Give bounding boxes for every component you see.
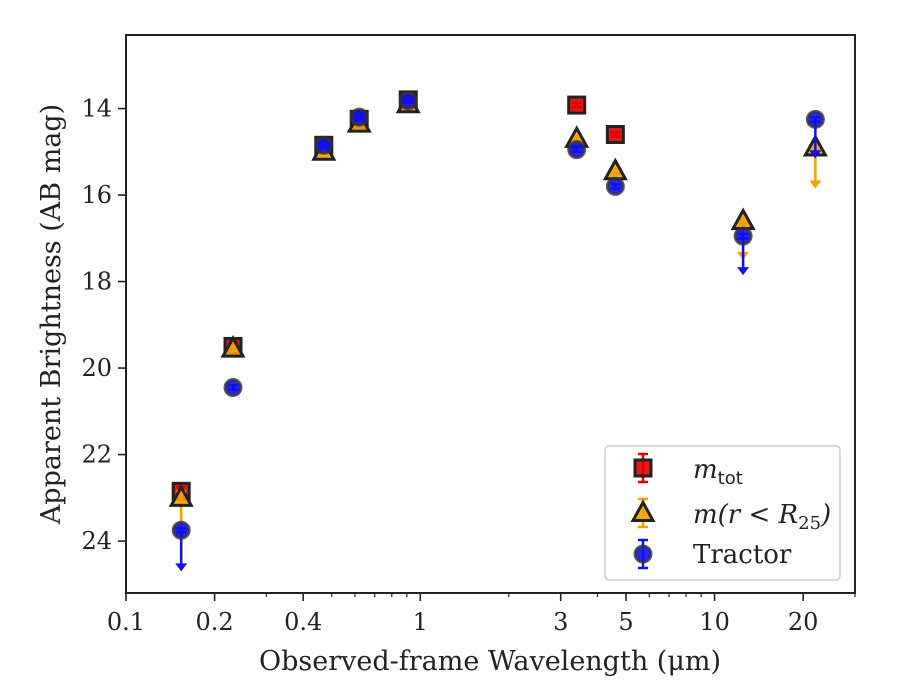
data-marks bbox=[168, 90, 828, 572]
upper-limit-arrow-head bbox=[737, 267, 750, 276]
y-tick-label: 16 bbox=[81, 181, 112, 209]
legend-box bbox=[604, 445, 841, 581]
legend-label-tractor: Tractor bbox=[693, 540, 792, 570]
upper-limit-arrow-head bbox=[175, 563, 188, 572]
x-axis-label: Observed-frame Wavelength (μm) bbox=[259, 646, 721, 677]
data-point-triangle bbox=[220, 335, 246, 358]
legend-label-m-r25: m(r < R25) bbox=[693, 500, 831, 534]
data-point-circle bbox=[567, 140, 587, 160]
x-tick-label: 0.1 bbox=[107, 608, 145, 636]
y-tick-label: 18 bbox=[81, 268, 112, 296]
y-tick-label: 22 bbox=[81, 441, 112, 469]
data-point-circle bbox=[349, 107, 369, 127]
x-tick-label: 20 bbox=[788, 608, 819, 636]
y-tick-label: 14 bbox=[81, 95, 112, 123]
data-point-circle bbox=[605, 176, 625, 196]
upper-limit-arrow-head bbox=[809, 150, 822, 159]
data-point-circle bbox=[398, 91, 418, 111]
data-point-circle bbox=[171, 520, 191, 540]
y-tick-label: 20 bbox=[81, 354, 112, 382]
data-point-triangle bbox=[168, 484, 194, 507]
legend: mtot m(r < R25) Tractor bbox=[604, 445, 841, 581]
data-point-circle bbox=[733, 226, 753, 246]
x-tick-label: 0.4 bbox=[284, 608, 322, 636]
legend-marker-circle bbox=[633, 544, 653, 564]
legend-label-mtot: mtot bbox=[693, 455, 743, 489]
axis-ticks: 0.1 0.2 0.4 1 3 5 10 20 14 16 18 20 22 24 bbox=[81, 95, 856, 636]
data-point-circle bbox=[805, 109, 825, 129]
x-tick-label: 10 bbox=[699, 608, 730, 636]
data-point-circle bbox=[314, 135, 334, 155]
legend-markers bbox=[630, 452, 656, 570]
x-tick-label: 1 bbox=[413, 608, 428, 636]
y-axis-label: Apparent Brightness (AB mag) bbox=[36, 104, 67, 525]
x-tick-label: 5 bbox=[618, 608, 633, 636]
legend-marker-square bbox=[633, 458, 653, 478]
y-tick-label: 24 bbox=[81, 527, 112, 555]
legend-marker-triangle bbox=[630, 499, 656, 522]
x-tick-label: 3 bbox=[553, 608, 568, 636]
data-point-square bbox=[567, 95, 587, 115]
upper-limit-arrow-head bbox=[809, 180, 822, 189]
plot-frame bbox=[125, 34, 856, 594]
data-point-circle bbox=[223, 378, 243, 398]
data-point-square bbox=[605, 124, 625, 144]
x-tick-label: 0.2 bbox=[196, 608, 234, 636]
series-2 bbox=[171, 91, 825, 572]
